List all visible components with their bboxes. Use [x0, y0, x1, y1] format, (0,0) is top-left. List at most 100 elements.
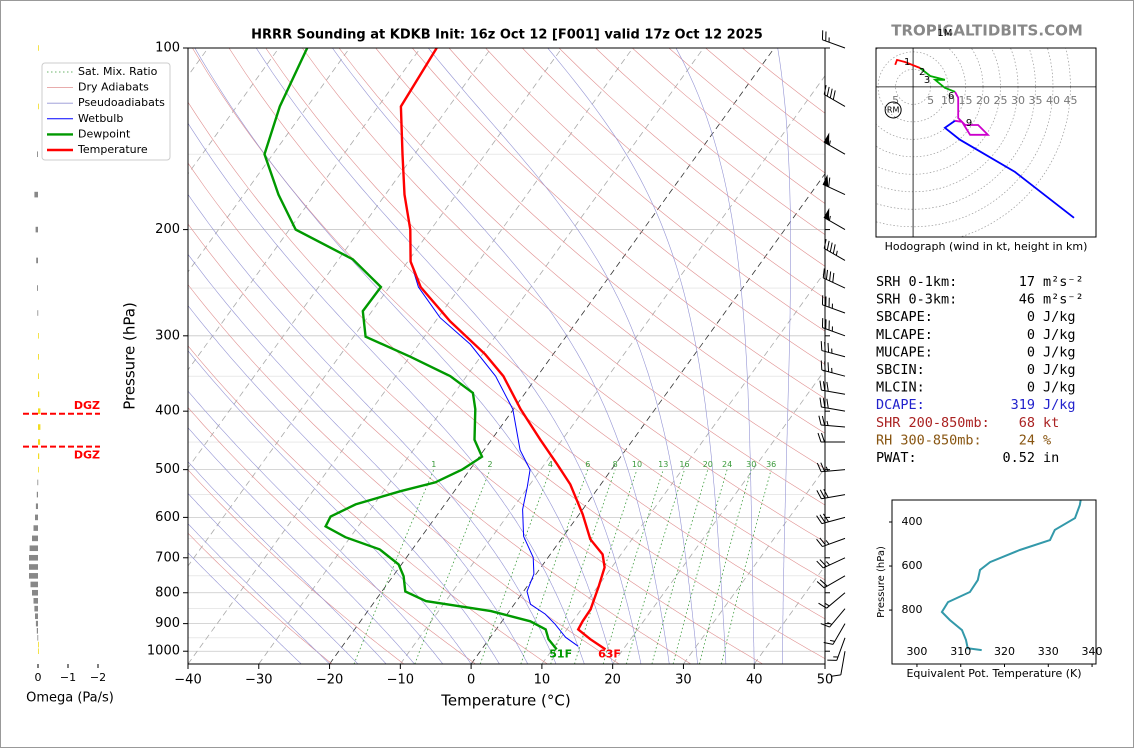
omega-bar: [35, 226, 38, 233]
mixing-ratio-line: [626, 469, 685, 664]
x-tick-label: 0: [467, 673, 475, 688]
wind-barb: [818, 592, 846, 609]
pseudoadiabat: [777, 48, 791, 664]
hodo-ring-label: 15: [959, 94, 973, 107]
mixing-ratio-line: [550, 469, 616, 664]
dry-adiabat: [228, 48, 825, 581]
stat-value: 0: [1027, 380, 1035, 396]
y-axis-label: Pressure (hPa): [121, 302, 139, 410]
pseudoadiabat: [188, 461, 387, 664]
omega-bar: [32, 589, 38, 596]
omega-bar: [38, 424, 41, 430]
omega-bar: [33, 598, 38, 604]
wind-barb: [822, 174, 846, 196]
wind-barb: [823, 239, 846, 261]
mixing-ratio-label: 1: [431, 460, 436, 469]
stat-value: 0: [1027, 344, 1035, 360]
x-tick-label: 10: [534, 673, 551, 688]
omega-bar: [38, 391, 40, 398]
x-tick-label: −30: [245, 673, 272, 688]
dry-adiabat: [448, 48, 825, 365]
hodo-ring-label: 25: [994, 94, 1008, 107]
wind-barb: [818, 415, 846, 428]
stat-label: SRH 0-3km:: [876, 292, 957, 308]
pseudoadiabat: [194, 48, 613, 664]
stat-unit: J/kg: [1043, 327, 1076, 343]
dry-adiabat: [188, 284, 620, 664]
dry-adiabat: [188, 223, 692, 664]
x-tick-label: 300: [906, 645, 927, 658]
stat-unit: m²s⁻²: [1043, 274, 1084, 290]
omega-bar: [38, 641, 39, 648]
pseudoadiabat: [428, 48, 698, 664]
hodo-ring-label: 5: [892, 94, 899, 107]
omega-bar: [38, 373, 39, 379]
x-tick-label: 0: [35, 671, 42, 684]
y-tick-label: 200: [155, 222, 180, 237]
dry-adiabat: [338, 48, 825, 470]
hodo-ring-label: 35: [1028, 94, 1042, 107]
y-tick-label: 500: [155, 462, 180, 477]
pseudoadiabat: [547, 48, 727, 664]
isotherm: [188, 48, 563, 567]
pseudoadiabat: [188, 305, 500, 664]
dry-adiabat: [188, 407, 476, 664]
wind-barb: [820, 608, 846, 628]
legend-label: Temperature: [77, 143, 148, 156]
omega-bar: [38, 408, 41, 414]
x-tick-label: 30: [675, 673, 692, 688]
thetae-x-label: Equivalent Pot. Temperature (K): [906, 667, 1081, 680]
x-tick-label: −40: [174, 673, 201, 688]
wind-barb: [819, 380, 846, 395]
stat-label: PWAT:: [876, 450, 917, 466]
mixing-ratio-label: 4: [548, 460, 553, 469]
hodo-trace: [954, 91, 991, 136]
x-tick-label: 50: [817, 673, 834, 688]
skewt-plot: 1 2 4 6 8 10 13 16 20 24 30 36: [188, 48, 825, 664]
hodograph-caption: Hodograph (wind in kt, height in km): [885, 240, 1088, 253]
stat-label: SBCAPE:: [876, 309, 933, 325]
omega-bar: [37, 151, 38, 158]
mixing-ratio-line: [414, 469, 491, 664]
hodo-ring-label: 5: [927, 94, 934, 107]
stat-value: 17: [1019, 274, 1035, 290]
legend-label: Sat. Mix. Ratio: [78, 65, 158, 78]
wind-barb: [823, 623, 846, 645]
dry-adiabat: [192, 48, 825, 620]
thetae-y-label: Pressure (hPa): [876, 546, 887, 618]
mixing-ratio-label: 36: [766, 460, 776, 469]
dgz-label: DGZ: [74, 399, 100, 412]
mixing-ratio-line: [520, 469, 589, 664]
isotherm: [258, 48, 704, 664]
x-tick-label: −10: [387, 673, 414, 688]
omega-bar: [29, 554, 38, 561]
isotherm: [188, 48, 280, 175]
profile-line: [399, 48, 607, 651]
x-tick-label: −2: [90, 671, 106, 684]
omega-bar: [38, 453, 40, 459]
omega-bar: [35, 514, 38, 521]
pseudoadiabat: [188, 523, 330, 664]
height-label: 6: [948, 91, 954, 102]
thetae-border: [891, 499, 1097, 665]
y-tick-label: 100: [155, 41, 180, 56]
omega-bar: [34, 191, 38, 198]
hodo-ring-label: 40: [1046, 94, 1060, 107]
dry-adiabat: [188, 345, 548, 664]
dry-adiabat: [188, 469, 405, 664]
omega-bar: [35, 503, 38, 510]
x-tick-label: 340: [1082, 645, 1103, 658]
stat-unit: J/kg: [1043, 380, 1076, 396]
wind-barb: [820, 360, 846, 377]
stat-value: 46: [1019, 292, 1035, 308]
stat-value: 68: [1019, 415, 1035, 431]
wind-barb: [816, 557, 846, 569]
stat-label: MUCAPE:: [876, 344, 933, 360]
stat-value: 0.52: [1002, 450, 1035, 466]
dry-adiabat: [412, 48, 825, 399]
omega-bar: [37, 310, 39, 316]
omega-bar: [32, 535, 38, 542]
y-tick-label: 600: [902, 559, 923, 572]
hodo-ring-label: 30: [1011, 94, 1025, 107]
